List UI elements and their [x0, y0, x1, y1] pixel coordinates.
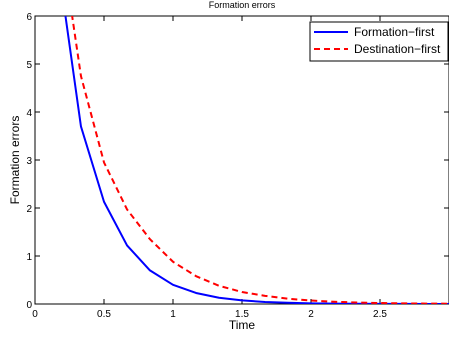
series-line-destination-first [71, 16, 449, 304]
legend-label-destination-first: Destination−first [354, 42, 441, 56]
y-tick-label: 2 [26, 204, 32, 215]
x-tick-label: 0.5 [97, 309, 111, 320]
legend-label-formation-first: Formation−first [354, 25, 435, 39]
x-tick-label: 2.5 [373, 309, 387, 320]
legend: Formation−first Destination−first [309, 21, 449, 62]
y-axis-label: Formation errors [8, 116, 22, 205]
x-axis-label: Time [229, 318, 256, 332]
chart-title: Formation errors [209, 0, 276, 10]
legend-box [309, 21, 449, 62]
y-tick-label: 5 [26, 60, 32, 71]
y-tick-label: 6 [26, 12, 32, 23]
x-tick-label: 2 [308, 309, 314, 320]
x-tick-label: 1 [170, 309, 176, 320]
series-line-formation-first [64, 16, 449, 304]
plot-area [34, 15, 449, 305]
x-tick-label: 0 [32, 309, 38, 320]
y-tick-label: 3 [26, 156, 32, 167]
y-tick-label: 0 [26, 300, 32, 311]
x-tick-label: 1.5 [235, 309, 249, 320]
y-tick-label: 1 [26, 252, 32, 263]
series-layer [64, 16, 449, 304]
y-tick-label: 4 [26, 108, 32, 119]
